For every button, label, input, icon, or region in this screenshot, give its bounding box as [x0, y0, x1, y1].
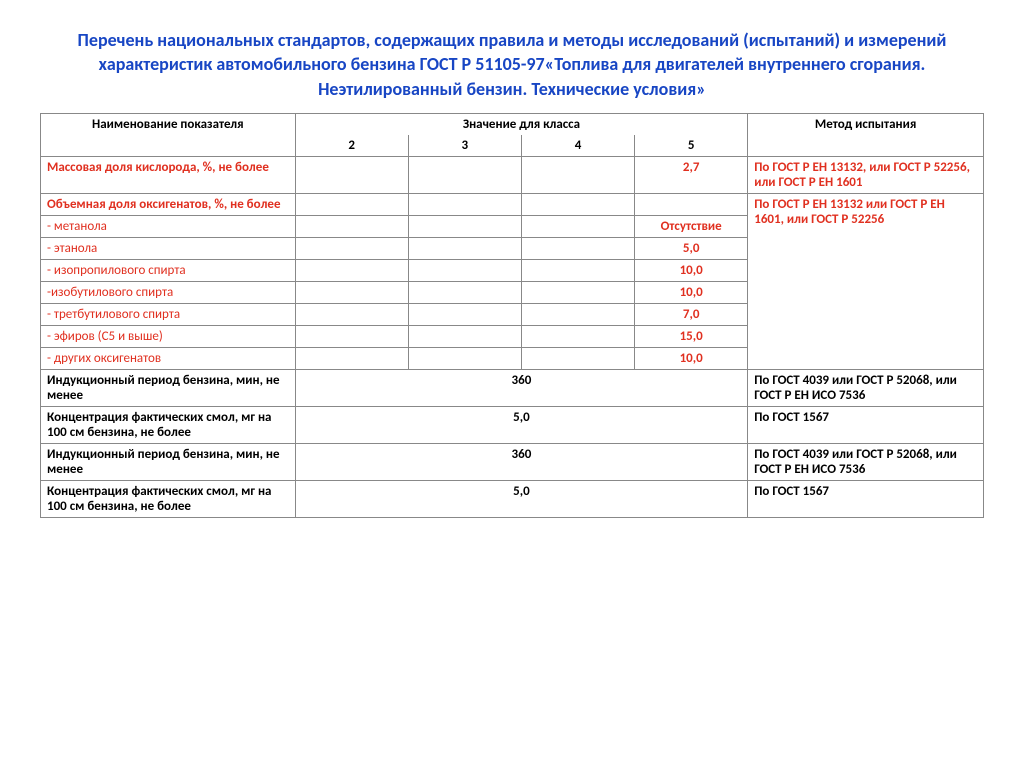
- class-4-header: 4: [521, 135, 634, 157]
- cell-name: Концентрация фактических смол, мг на 100…: [41, 406, 296, 443]
- cell-value: 5,0: [635, 237, 748, 259]
- cell-value: [521, 156, 634, 193]
- cell-value: [295, 193, 408, 215]
- cell-method: По ГОСТ 1567: [748, 480, 984, 517]
- cell-method: По ГОСТ 1567: [748, 406, 984, 443]
- cell-value: [521, 325, 634, 347]
- cell-value: [521, 281, 634, 303]
- cell-value: Отсутствие: [635, 215, 748, 237]
- cell-value: [295, 347, 408, 369]
- cell-name: Индукционный период бензина, мин, не мен…: [41, 443, 296, 480]
- cell-method: По ГОСТ Р ЕН 13132, или ГОСТ Р 52256, ил…: [748, 156, 984, 193]
- col-value-group-header: Значение для класса: [295, 113, 748, 135]
- cell-name: Индукционный период бензина, мин, не мен…: [41, 369, 296, 406]
- cell-value: 2,7: [635, 156, 748, 193]
- cell-value: [521, 347, 634, 369]
- cell-value: [408, 325, 521, 347]
- cell-name: - третбутилового спирта: [41, 303, 296, 325]
- cell-value: [521, 259, 634, 281]
- class-3-header: 3: [408, 135, 521, 157]
- class-2-header: 2: [295, 135, 408, 157]
- cell-value: 7,0: [635, 303, 748, 325]
- standards-table: Наименование показателя Значение для кла…: [40, 113, 984, 518]
- cell-value: 10,0: [635, 347, 748, 369]
- cell-value: [408, 281, 521, 303]
- table-row: Концентрация фактических смол, мг на 100…: [41, 480, 984, 517]
- cell-value: [408, 347, 521, 369]
- cell-method: По ГОСТ 4039 или ГОСТ Р 52068, или ГОСТ …: [748, 369, 984, 406]
- cell-merged-value: 360: [295, 369, 748, 406]
- cell-value: [408, 237, 521, 259]
- cell-name: - этанола: [41, 237, 296, 259]
- cell-name: - метанола: [41, 215, 296, 237]
- table-row: Объемная доля оксигенатов, %, не болееПо…: [41, 193, 984, 215]
- cell-merged-value: 360: [295, 443, 748, 480]
- cell-value: [521, 215, 634, 237]
- cell-name: - других оксигенатов: [41, 347, 296, 369]
- cell-value: [408, 215, 521, 237]
- cell-name: Концентрация фактических смол, мг на 100…: [41, 480, 296, 517]
- table-row: Массовая доля кислорода, %, не более 2,7П…: [41, 156, 984, 193]
- cell-value: [295, 325, 408, 347]
- cell-name: - эфиров (С5 и выше): [41, 325, 296, 347]
- cell-value: [408, 303, 521, 325]
- header-row-1: Наименование показателя Значение для кла…: [41, 113, 984, 135]
- cell-value: [295, 156, 408, 193]
- page-title: Перечень национальных стандартов, содерж…: [72, 28, 952, 101]
- col-name-header: Наименование показателя: [41, 113, 296, 156]
- cell-merged-value: 5,0: [295, 406, 748, 443]
- cell-value: 10,0: [635, 259, 748, 281]
- cell-value: [521, 237, 634, 259]
- cell-method: По ГОСТ Р ЕН 13132 или ГОСТ Р ЕН 1601, и…: [748, 193, 984, 369]
- cell-name: -изобутилового спирта: [41, 281, 296, 303]
- class-5-header: 5: [635, 135, 748, 157]
- cell-value: [295, 237, 408, 259]
- cell-value: [295, 215, 408, 237]
- cell-value: [521, 303, 634, 325]
- table-body: Массовая доля кислорода, %, не более2,7П…: [41, 156, 984, 517]
- cell-value: [408, 156, 521, 193]
- cell-value: [295, 281, 408, 303]
- cell-value: 10,0: [635, 281, 748, 303]
- cell-method: По ГОСТ 4039 или ГОСТ Р 52068, или ГОСТ …: [748, 443, 984, 480]
- col-method-header: Метод испытания: [748, 113, 984, 156]
- cell-value: [635, 193, 748, 215]
- cell-name: Объемная доля оксигенатов, %, не более: [41, 193, 296, 215]
- cell-name: - изопропилового спирта: [41, 259, 296, 281]
- cell-value: 15,0: [635, 325, 748, 347]
- cell-value: [295, 303, 408, 325]
- cell-merged-value: 5,0: [295, 480, 748, 517]
- table-row: Концентрация фактических смол, мг на 100…: [41, 406, 984, 443]
- table-row: Индукционный период бензина, мин, не мен…: [41, 369, 984, 406]
- table-row: Индукционный период бензина, мин, не мен…: [41, 443, 984, 480]
- cell-value: [295, 259, 408, 281]
- cell-value: [521, 193, 634, 215]
- cell-value: [408, 259, 521, 281]
- cell-name: Массовая доля кислорода, %, не более: [41, 156, 296, 193]
- cell-value: [408, 193, 521, 215]
